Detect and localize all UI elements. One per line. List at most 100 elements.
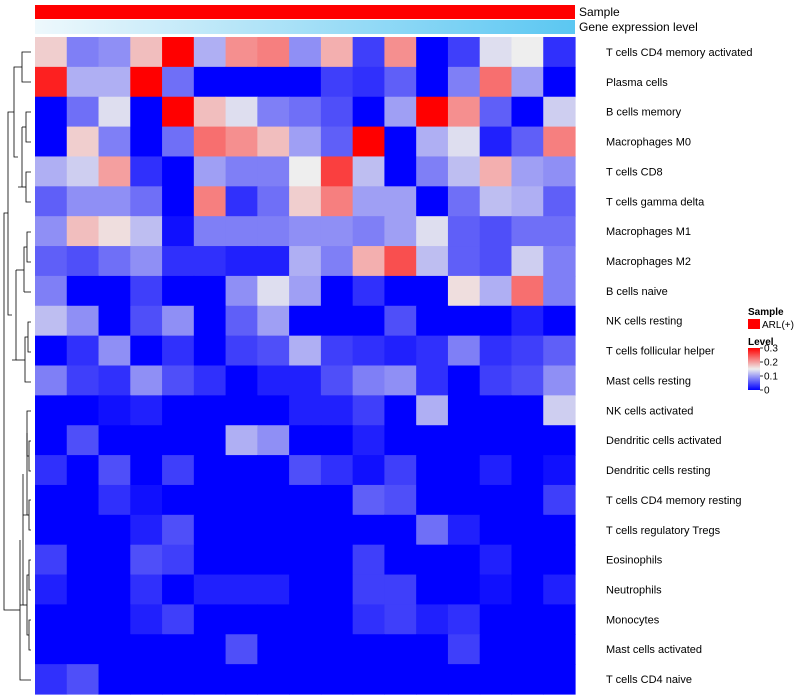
heatmap-cell xyxy=(320,604,354,635)
heatmap-cell xyxy=(352,514,386,546)
heatmap-cell xyxy=(193,275,227,307)
heatmap-cell xyxy=(289,544,322,576)
heatmap-cell xyxy=(289,634,322,665)
heatmap-cell xyxy=(352,664,386,695)
heatmap-cell xyxy=(289,514,322,546)
sample-annotation-label: Sample xyxy=(579,5,620,19)
heatmap-cell xyxy=(257,574,290,606)
heatmap-cell xyxy=(66,216,100,247)
heatmap-cell xyxy=(479,604,513,635)
heatmap-cell xyxy=(66,126,100,158)
heatmap-cell xyxy=(511,126,544,158)
heatmap-cell xyxy=(130,604,163,635)
heatmap-cell xyxy=(162,305,195,337)
heatmap-cell xyxy=(384,455,417,486)
heatmap-cell xyxy=(98,634,131,665)
heatmap-cell xyxy=(543,574,576,606)
row-label: Dendritic cells activated xyxy=(606,435,722,447)
heatmap-cell xyxy=(511,66,544,98)
heatmap-cell xyxy=(320,634,354,665)
heatmap-cell xyxy=(511,156,544,187)
heatmap-cell xyxy=(130,574,163,606)
heatmap-cell xyxy=(193,365,227,396)
heatmap-cell xyxy=(257,455,290,486)
heatmap-cell xyxy=(257,634,290,665)
heatmap-cell xyxy=(416,664,449,695)
heatmap-cell xyxy=(289,156,322,187)
heatmap-cell xyxy=(543,66,576,98)
heatmap-cell xyxy=(225,514,258,546)
heatmap-cell xyxy=(225,604,258,635)
heatmap-cell xyxy=(35,604,68,635)
heatmap-cell xyxy=(479,216,513,247)
heatmap-cell xyxy=(384,484,417,516)
heatmap-cell xyxy=(225,634,258,665)
heatmap-cell xyxy=(543,305,576,337)
row-label: B cells naive xyxy=(606,286,668,298)
heatmap-cell xyxy=(352,186,386,217)
row-label: Monocytes xyxy=(606,614,660,626)
row-label: T cells regulatory Tregs xyxy=(606,525,721,537)
legend-sample-item-label: ARL(+) xyxy=(762,320,794,331)
heatmap-cell xyxy=(543,604,576,635)
heatmap-cell xyxy=(320,335,354,367)
heatmap-cell xyxy=(35,544,68,576)
heatmap-cell xyxy=(416,425,449,456)
heatmap-cell xyxy=(257,126,290,158)
heatmap-cell xyxy=(162,96,195,128)
heatmap-cell xyxy=(257,425,290,456)
row-label: Dendritic cells resting xyxy=(606,465,711,477)
heatmap-cell xyxy=(416,455,449,486)
heatmap-cell xyxy=(130,275,163,307)
heatmap-cell xyxy=(352,216,386,247)
heatmap-cell xyxy=(543,425,576,456)
heatmap-cell xyxy=(543,216,576,247)
heatmap-cell xyxy=(66,514,100,546)
heatmap-cell xyxy=(35,37,68,68)
legend-tick-label: 0.3 xyxy=(764,344,778,355)
heatmap-cell xyxy=(35,484,68,516)
heatmap-cell xyxy=(193,484,227,516)
heatmap-cell xyxy=(35,305,68,337)
heatmap-cell xyxy=(384,514,417,546)
heatmap-cell xyxy=(320,186,354,217)
heatmap-cell xyxy=(543,275,576,307)
heatmap-cell xyxy=(257,246,290,277)
heatmap-cell xyxy=(384,395,417,426)
heatmap-cell xyxy=(479,365,513,396)
heatmap-cell xyxy=(225,425,258,456)
heatmap-cell xyxy=(511,246,544,277)
heatmap-cell xyxy=(35,455,68,486)
legend-level-colorbar xyxy=(748,348,760,390)
heatmap-cell xyxy=(352,305,386,337)
heatmap-cell xyxy=(320,126,354,158)
heatmap-cell xyxy=(257,664,290,695)
heatmap-cell xyxy=(98,246,131,277)
heatmap-cell xyxy=(543,126,576,158)
heatmap-cell xyxy=(257,275,290,307)
heatmap-cell xyxy=(352,66,386,98)
heatmap-cell xyxy=(543,365,576,396)
heatmap-cell xyxy=(352,275,386,307)
heatmap-cell xyxy=(384,365,417,396)
heatmap-cell xyxy=(416,335,449,367)
heatmap-cell xyxy=(193,246,227,277)
heatmap-cell xyxy=(162,365,195,396)
heatmap-cell xyxy=(447,365,481,396)
heatmap-cell xyxy=(225,664,258,695)
legend: Sample ARL(+) Level 0.3 0.2 0.1 0 xyxy=(748,307,794,397)
expression-annotation-bar xyxy=(35,20,575,34)
heatmap-cell xyxy=(257,66,290,98)
heatmap-cell xyxy=(35,514,68,546)
heatmap-cell xyxy=(543,544,576,576)
heatmap-cell xyxy=(320,275,354,307)
heatmap-cell xyxy=(384,275,417,307)
heatmap-cell xyxy=(384,335,417,367)
heatmap-cell xyxy=(98,156,131,187)
heatmap-cell xyxy=(352,425,386,456)
heatmap-cell xyxy=(193,664,227,695)
heatmap-cell xyxy=(479,156,513,187)
heatmap-cell xyxy=(35,634,68,665)
heatmap-cell xyxy=(352,604,386,635)
heatmap-cell xyxy=(384,96,417,128)
